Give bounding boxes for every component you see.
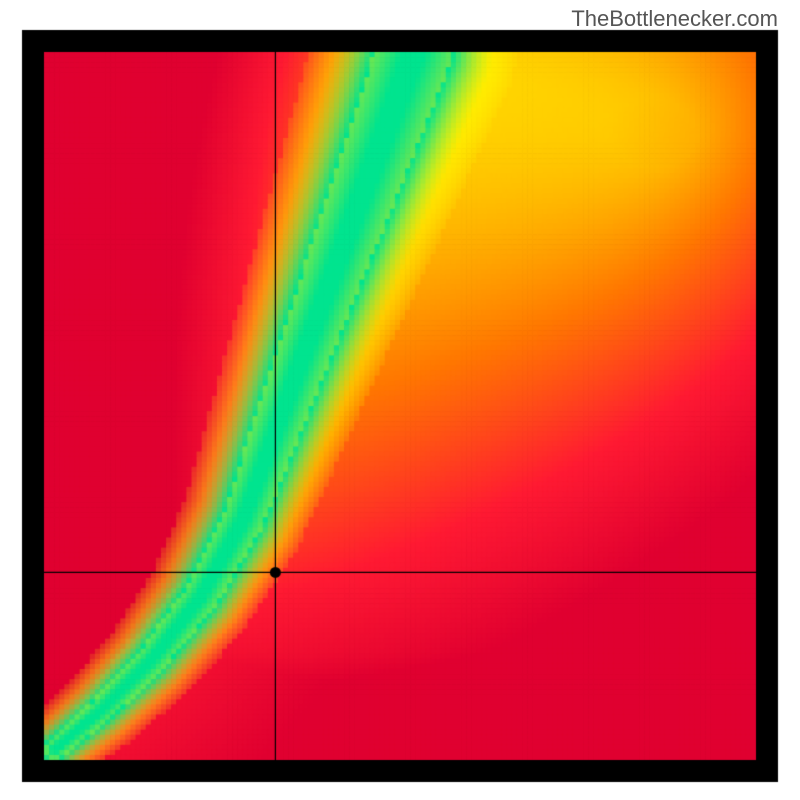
chart-container: TheBottlenecker.com bbox=[0, 0, 800, 800]
heatmap-canvas bbox=[0, 0, 800, 800]
watermark-text: TheBottlenecker.com bbox=[571, 6, 778, 32]
